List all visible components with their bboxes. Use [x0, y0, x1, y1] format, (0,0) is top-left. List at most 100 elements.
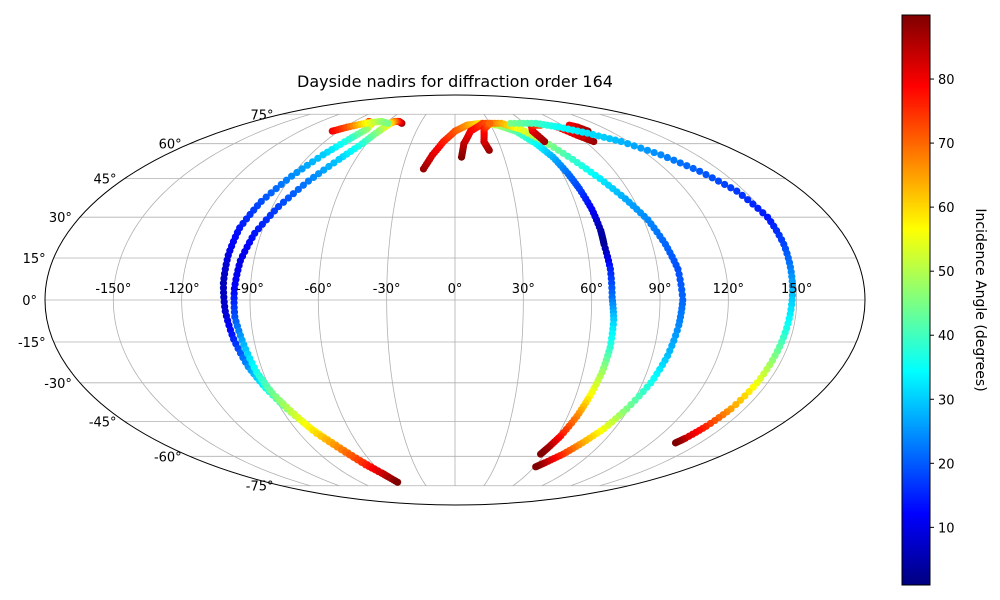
nadir-point	[708, 174, 716, 182]
lon-tick-label: 150°	[781, 282, 812, 297]
lon-tick-label: -30°	[373, 282, 401, 297]
meridian-line	[570, 113, 729, 487]
lat-tick-label: 45°	[94, 173, 117, 188]
nadir-point	[733, 187, 741, 195]
longitude-tick-labels: -150° -120° -90° -60° -30° 0° 30° 60° 90° 120° 150…	[95, 282, 812, 297]
lat-tick-label: -75°	[246, 480, 274, 495]
colorbar-tick-label: 50	[938, 265, 955, 280]
lon-tick-label: -90°	[236, 282, 264, 297]
nadir-point	[663, 153, 671, 162]
nadir-point	[650, 148, 658, 157]
nadir-point	[532, 463, 540, 471]
nadir-point	[315, 170, 323, 178]
nadir-point	[583, 129, 591, 137]
lon-tick-label: 60°	[580, 282, 603, 297]
nadir-point	[319, 151, 327, 159]
nadir-point	[611, 136, 620, 144]
nadir-point	[696, 167, 704, 175]
nadir-point	[335, 155, 343, 164]
colorbar-ticks: 10 20 30 40 50 60 70 80	[930, 73, 955, 536]
nadir-point	[330, 159, 338, 167]
nadir-point	[308, 158, 317, 166]
meridian-line	[541, 113, 661, 487]
nadir-point	[741, 392, 749, 400]
nadir-point	[267, 189, 275, 197]
chart-title: Dayside nadirs for diffraction order 164	[297, 72, 613, 91]
colorbar-label: Incidence Angle (degrees)	[972, 208, 988, 391]
nadir-point	[738, 191, 746, 199]
nadir-point	[630, 142, 638, 150]
nadir-point	[727, 184, 735, 192]
nadir-point	[754, 204, 762, 212]
latitude-tick-labels: 75° 60° 45° 30° 15° 0° -15° -30° -45° -60° -75°	[18, 108, 274, 494]
nadir-point	[304, 177, 313, 185]
nadir-point	[282, 176, 291, 184]
colorbar-tick-label: 10	[938, 521, 955, 536]
nadir-point	[325, 162, 333, 171]
nadir-point	[702, 170, 710, 179]
nadir-point	[486, 119, 494, 127]
nadir-point	[284, 194, 292, 202]
colorbar	[901, 14, 931, 586]
meridian-line	[483, 114, 524, 486]
nadir-point	[714, 177, 723, 185]
nadir-point	[288, 172, 296, 180]
lon-tick-label: -60°	[304, 282, 332, 297]
lat-tick-label: 60°	[159, 138, 182, 153]
nadir-point	[671, 439, 680, 447]
nadir-point	[299, 181, 307, 189]
lat-tick-label: -15°	[18, 336, 46, 351]
nadir-point	[600, 133, 608, 141]
lat-tick-label: 0°	[22, 294, 37, 309]
nadir-point	[293, 168, 301, 177]
nadir-point	[624, 140, 632, 148]
nadir-point	[289, 190, 297, 198]
lon-tick-label: 90°	[648, 282, 671, 297]
lat-tick-label: -30°	[44, 377, 72, 392]
nadir-point	[309, 173, 318, 181]
nadir-point	[643, 146, 652, 154]
nadir-point	[272, 185, 280, 193]
nadir-point	[394, 478, 402, 486]
meridian-line	[112, 113, 311, 487]
nadir-point	[537, 450, 545, 458]
nadir-point	[683, 162, 691, 170]
lat-tick-label: -45°	[89, 415, 117, 430]
nadir-point	[744, 196, 752, 204]
nadir-point	[589, 130, 597, 139]
lat-tick-label: 75°	[250, 108, 273, 123]
meridian-line	[386, 114, 427, 486]
colorbar-tick-label: 40	[938, 329, 955, 344]
lat-tick-label: -60°	[154, 450, 182, 465]
nadir-point	[749, 200, 757, 208]
lat-tick-label: 30°	[49, 211, 72, 226]
meridian-line	[181, 113, 340, 487]
nadir-point	[298, 165, 306, 173]
nadir-point	[637, 144, 645, 152]
nadir-point	[721, 180, 729, 189]
colorbar-tick-label: 70	[938, 137, 955, 152]
nadir-point	[678, 291, 686, 299]
lat-tick-label: 15°	[23, 252, 46, 267]
colorbar-tick-label: 60	[938, 201, 955, 216]
map-boundary	[44, 94, 866, 506]
colorbar-tick-label: 30	[938, 393, 955, 408]
nadir-point	[314, 154, 322, 162]
nadir-point	[594, 132, 602, 140]
nadir-point	[277, 180, 285, 189]
meridian-line	[317, 113, 398, 487]
nadir-point	[670, 156, 678, 164]
lon-tick-label: -120°	[164, 282, 200, 297]
nadir-point	[689, 164, 697, 173]
lon-tick-label: -150°	[95, 282, 131, 297]
nadir-point	[759, 209, 767, 217]
nadir-point	[294, 185, 302, 194]
nadir-point	[320, 166, 328, 174]
nadir-point	[303, 161, 311, 169]
nadir-point	[617, 137, 625, 146]
nadir-point	[606, 135, 614, 143]
nadir-point	[657, 151, 665, 159]
nadir-point	[736, 396, 744, 404]
graticule	[45, 113, 865, 487]
